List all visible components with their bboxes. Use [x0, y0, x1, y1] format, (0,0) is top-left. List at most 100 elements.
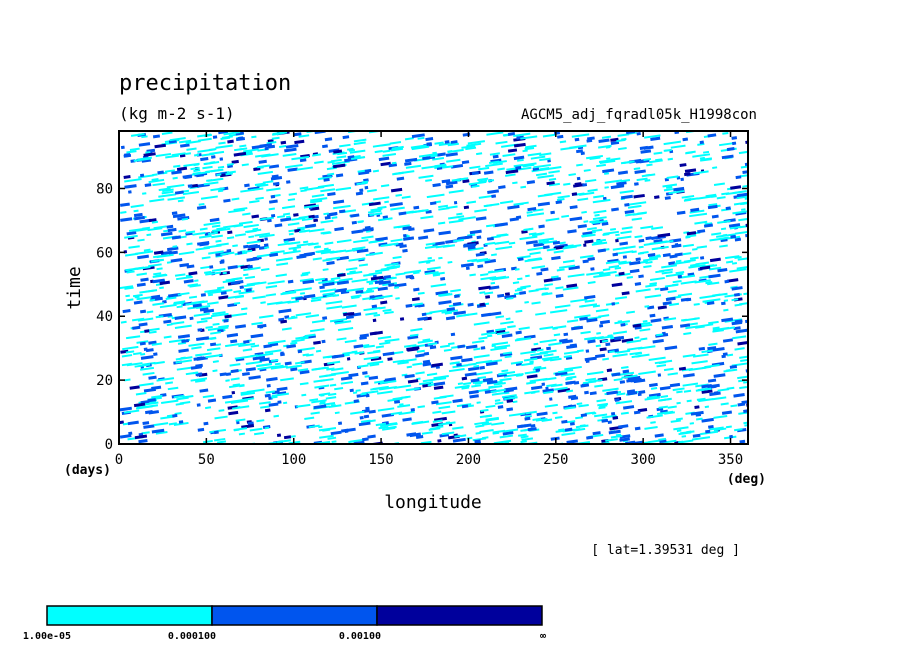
precip-cell: [684, 172, 691, 177]
precip-cell: [323, 177, 330, 182]
precip-cell: [232, 405, 250, 410]
precip-cell: [646, 414, 663, 419]
precip-cell: [183, 175, 193, 180]
precip-cell: [481, 331, 497, 336]
precip-cell: [554, 415, 563, 419]
precip-cell: [708, 266, 722, 271]
precip-cell: [512, 181, 518, 185]
precip-cell: [276, 386, 288, 392]
precip-cell: [315, 248, 331, 253]
precip-cell: [360, 419, 371, 423]
precip-cell: [227, 265, 238, 270]
precip-cell: [689, 209, 705, 214]
precip-cell: [349, 270, 356, 274]
precip-cell: [679, 163, 687, 167]
precip-cell: [494, 344, 511, 349]
precip-cell: [380, 161, 391, 167]
precip-cell: [215, 144, 233, 149]
precip-cell: [179, 139, 192, 144]
precip-cell: [456, 313, 470, 318]
precip-cell: [650, 318, 662, 323]
precip-cell: [662, 253, 671, 258]
precip-cell: [521, 437, 534, 441]
precip-cell: [462, 179, 470, 184]
precip-cell: [520, 435, 529, 439]
precip-cell: [537, 174, 554, 179]
precip-cell: [474, 381, 483, 385]
precip-cell: [698, 397, 714, 403]
precip-cell: [533, 242, 545, 247]
precip-cell: [596, 163, 606, 168]
precip-cell: [375, 268, 390, 273]
precip-cell: [734, 230, 748, 235]
precip-cell: [567, 229, 577, 234]
precip-cell: [328, 392, 337, 396]
precip-cell: [369, 212, 383, 217]
precip-cell: [413, 287, 420, 292]
precip-cell: [214, 430, 219, 435]
precip-cell: [172, 176, 178, 180]
precip-cell: [256, 419, 265, 423]
precip-cell: [355, 389, 361, 392]
precip-cell: [319, 434, 334, 439]
precip-cell: [185, 230, 196, 234]
colorbar-swatch: [211, 605, 378, 626]
precip-cell: [373, 196, 390, 201]
precip-cell: [564, 427, 573, 432]
precip-cell: [644, 179, 651, 182]
precip-cell: [484, 204, 493, 208]
precip-cell: [512, 281, 520, 285]
precip-cell: [631, 217, 643, 221]
precip-cell: [682, 243, 694, 248]
precip-cell: [185, 302, 197, 306]
precip-cell: [491, 421, 505, 426]
precip-cell: [450, 288, 461, 293]
precip-cell: [712, 347, 725, 352]
precip-cell: [627, 204, 642, 209]
precip-cell: [604, 172, 610, 175]
precip-cell: [602, 268, 611, 272]
precip-cell: [377, 407, 395, 412]
precip-cell: [379, 386, 398, 391]
precip-cell: [329, 383, 337, 387]
precip-cell: [569, 216, 583, 222]
precip-cell: [264, 393, 271, 398]
precip-cell: [520, 185, 527, 189]
precip-cell: [159, 280, 171, 286]
precip-cell: [467, 366, 480, 372]
precip-cell: [248, 375, 261, 380]
precip-cell: [680, 297, 690, 302]
precip-cell: [606, 390, 619, 396]
colorbar-level-label: 0.000100: [168, 631, 216, 642]
precip-cell: [190, 377, 208, 382]
precip-cell: [205, 406, 212, 410]
precip-cell: [149, 198, 165, 203]
precip-cell: [674, 243, 679, 247]
precip-cell: [734, 292, 740, 297]
precip-cell: [654, 433, 664, 438]
precip-cell: [452, 398, 463, 403]
precip-cell: [418, 174, 434, 179]
precip-cell: [453, 200, 458, 205]
precip-cell: [153, 352, 158, 356]
precip-cell: [268, 402, 279, 407]
precip-cell: [504, 292, 510, 296]
precip-cell: [448, 215, 465, 220]
precip-cell: [380, 242, 399, 247]
y-tick-label: 20: [96, 373, 113, 389]
y-tick-label: 80: [96, 181, 113, 197]
precip-cell: [217, 440, 227, 444]
precip-cell: [445, 184, 454, 189]
precip-cell: [535, 418, 546, 422]
precip-cell: [593, 240, 603, 245]
precip-cell: [386, 425, 397, 430]
precip-cell: [479, 302, 486, 307]
precip-cell: [551, 275, 559, 279]
precip-cell: [525, 240, 538, 245]
precip-cell: [512, 400, 518, 404]
precip-cell: [520, 135, 538, 140]
x-tick-label: 50: [198, 452, 215, 468]
precip-cell: [582, 259, 589, 264]
precip-cell: [582, 183, 588, 187]
precip-cell: [668, 190, 685, 195]
